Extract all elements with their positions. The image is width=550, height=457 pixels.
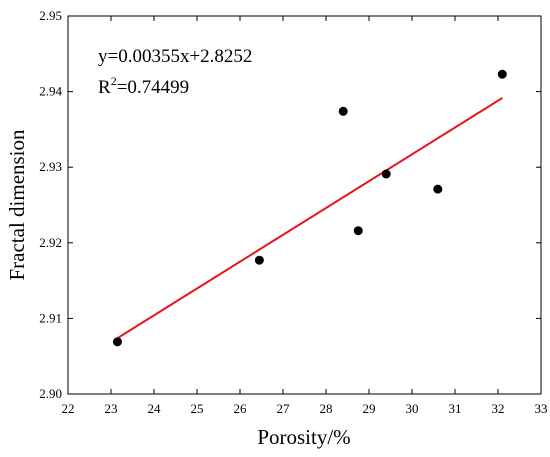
- x-tick-label: 23: [105, 401, 118, 416]
- x-tick-label: 27: [277, 401, 291, 416]
- y-axis-tick-labels: 2.90 2.91 2.92 2.93 2.94 2.95: [39, 8, 62, 401]
- y-tick-label: 2.92: [39, 235, 62, 250]
- y-tick-label: 2.95: [39, 8, 62, 23]
- x-tick-label: 28: [320, 401, 333, 416]
- data-point: [254, 255, 264, 265]
- y-axis-label: Fractal dimension: [5, 129, 29, 281]
- r-squared-superscript: 2: [111, 74, 117, 88]
- x-axis-tick-labels: 22 23 24 25 26 27 28 29 30 31 32 33: [62, 401, 548, 416]
- regression-line: [116, 97, 503, 340]
- data-points: [112, 69, 507, 347]
- data-point: [381, 169, 391, 179]
- plot-frame: [67, 15, 542, 395]
- r-squared-prefix: R: [98, 77, 111, 98]
- r-squared-value: =0.74499: [117, 77, 189, 98]
- data-point: [338, 106, 348, 116]
- x-tick-label: 22: [62, 401, 75, 416]
- r-squared-annotation: R2=0.74499: [98, 74, 189, 98]
- x-tick-label: 26: [234, 401, 248, 416]
- data-point: [353, 226, 363, 236]
- x-tick-label: 32: [492, 401, 505, 416]
- data-point: [497, 69, 507, 79]
- x-tick-label: 29: [363, 401, 376, 416]
- y-tick-label: 2.94: [39, 84, 62, 99]
- x-tick-label: 30: [406, 401, 419, 416]
- y-tick-label: 2.93: [39, 159, 62, 174]
- y-tick-label: 2.90: [39, 386, 62, 401]
- x-tick-label: 31: [449, 401, 462, 416]
- data-point: [433, 184, 443, 194]
- x-tick-label: 33: [535, 401, 548, 416]
- data-point: [112, 337, 122, 347]
- plot-area: [67, 15, 542, 395]
- x-axis-ticks: [67, 16, 542, 394]
- x-tick-label: 25: [191, 401, 204, 416]
- equation-annotation: y=0.00355x+2.8252: [98, 46, 252, 67]
- y-axis-ticks: [68, 15, 541, 395]
- y-tick-label: 2.91: [39, 310, 62, 325]
- x-tick-label: 24: [148, 401, 162, 416]
- x-axis-label: Porosity/%: [257, 425, 350, 449]
